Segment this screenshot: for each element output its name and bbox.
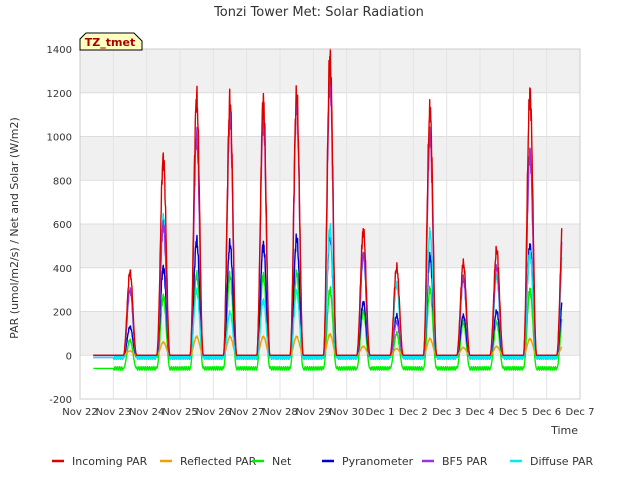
x-tick-label: Nov 23 <box>96 407 131 418</box>
x-tick-label: Dec 2 <box>399 407 428 418</box>
legend: Incoming PAR Reflected PAR Net Pyranometer B… <box>52 455 594 468</box>
x-tick-label: Dec 6 <box>532 407 561 418</box>
legend-label: Incoming PAR <box>72 455 148 468</box>
y-tick-label: 800 <box>53 176 72 187</box>
x-tick-label: Dec 3 <box>432 407 461 418</box>
y-tick-label: 600 <box>53 220 72 231</box>
x-tick-label: Nov 24 <box>129 407 164 418</box>
series-layer <box>92 48 563 371</box>
y-tick-label: 1200 <box>47 89 72 100</box>
series-line <box>92 269 563 371</box>
series-line <box>92 48 563 356</box>
x-tick-label: Dec 7 <box>566 407 595 418</box>
y-tick-label: 0 <box>66 351 72 362</box>
y-tick-label: 200 <box>53 308 72 319</box>
legend-label: Reflected PAR <box>180 455 257 468</box>
x-tick-label: Nov 26 <box>196 407 231 418</box>
y-tick-label: 400 <box>53 264 72 275</box>
plot-frame <box>79 48 581 400</box>
y-tick-label: 1000 <box>47 133 72 144</box>
site-label-text: TZ_tmet <box>85 36 135 49</box>
legend-label: Pyranometer <box>342 455 414 468</box>
x-tick-label: Dec 4 <box>466 407 495 418</box>
legend-label: BF5 PAR <box>442 455 488 468</box>
y-axis: -200 0 200 400 600 800 1000 1200 1400 <box>47 45 72 406</box>
y-tick-label: -200 <box>49 395 72 406</box>
grid-band <box>80 136 580 181</box>
x-tick-label: Nov 27 <box>229 407 264 418</box>
x-tick-label: Nov 30 <box>329 407 364 418</box>
legend-label: Diffuse PAR <box>530 455 594 468</box>
x-tick-label: Nov 25 <box>162 407 197 418</box>
legend-label: Net <box>272 455 292 468</box>
x-tick-label: Nov 22 <box>62 407 97 418</box>
chart-title: Tonzi Tower Met: Solar Radiation <box>213 5 424 20</box>
x-axis-label: Time <box>550 424 578 437</box>
x-tick-label: Dec 5 <box>499 407 528 418</box>
y-axis-label: PAR (umol/m2/s) / Net and Solar (W/m2) <box>8 117 21 339</box>
x-tick-label: Nov 29 <box>296 407 331 418</box>
site-label-shape <box>79 32 143 51</box>
site-label-box: TZ_tmet <box>79 32 143 51</box>
x-tick-label: Nov 28 <box>262 407 297 418</box>
y-tick-label: 1400 <box>47 45 72 56</box>
series-line <box>92 212 563 360</box>
x-tick-label: Dec 1 <box>366 407 395 418</box>
